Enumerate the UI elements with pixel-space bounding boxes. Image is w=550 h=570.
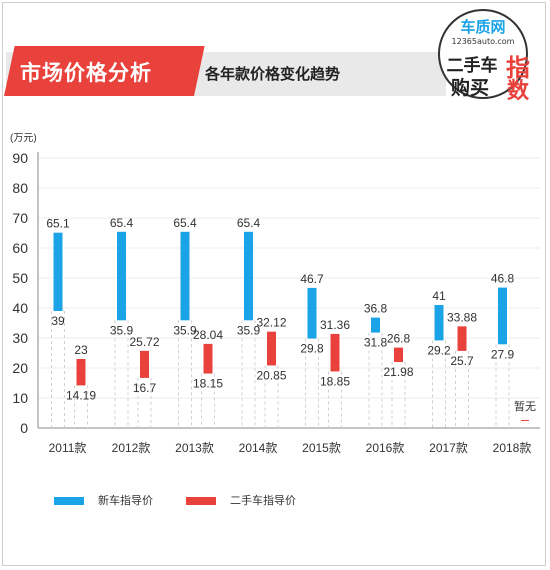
new-low-label: 27.9 [491, 347, 515, 361]
new-price-bar [434, 305, 444, 341]
logo-mark2: 数 [507, 78, 530, 104]
y-tick-label: 0 [20, 420, 28, 436]
logo-line2: 购买 [451, 76, 489, 99]
new-high-label: 36.8 [364, 302, 388, 316]
new-low-label: 31.8 [364, 336, 388, 350]
new-low-label: 35.9 [237, 323, 261, 337]
x-tick-label: 2011款 [49, 441, 87, 455]
new-low-label: 29.2 [427, 343, 451, 357]
new-high-label: 65.4 [110, 216, 134, 230]
legend-item-new: 新车指导价 [54, 492, 153, 508]
used-low-label: 25.7 [450, 354, 474, 368]
new-price-bar [53, 232, 63, 311]
y-tick-label: 50 [12, 270, 28, 286]
x-tick-label: 2018款 [493, 441, 532, 455]
logo-mark: 指 [506, 54, 530, 82]
no-data-annotation: 暂无 [514, 400, 536, 413]
y-tick-label: 20 [12, 360, 28, 376]
used-high-label: 31.36 [320, 318, 350, 332]
x-tick-label: 2013款 [175, 441, 214, 455]
used-low-label: 18.15 [193, 377, 223, 391]
used-low-label: 20.85 [256, 368, 286, 382]
new-high-label: 46.7 [300, 272, 324, 286]
y-tick-label: 60 [12, 240, 28, 256]
new-low-label: 35.9 [110, 323, 134, 337]
y-tick-label: 30 [12, 330, 28, 346]
used-price-bar [330, 333, 340, 372]
used-price-bar [457, 326, 467, 351]
logo-ring [438, 9, 528, 99]
new-low-label: 29.8 [300, 342, 324, 356]
new-low-label: 35.9 [173, 323, 197, 337]
new-price-bar [307, 287, 317, 339]
y-tick-label: 80 [12, 180, 28, 196]
used-high-label: 25.72 [129, 335, 159, 349]
used-high-label: 23 [74, 343, 88, 357]
y-tick-label: 10 [12, 390, 28, 406]
used-price-bar [267, 331, 276, 366]
page-subtitle: 各年款价格变化趋势 [205, 65, 341, 83]
new-high-label: 65.1 [46, 217, 70, 231]
x-tick-label: 2012款 [112, 441, 151, 455]
new-price-bar [117, 231, 126, 321]
legend-swatch-used [186, 497, 216, 505]
new-price-bar [244, 231, 253, 321]
page-title: 市场价格分析 [20, 61, 152, 85]
y-tick-label: 40 [12, 300, 28, 316]
logo-line1: 二手车 [447, 55, 498, 76]
new-price-bar [180, 231, 190, 321]
used-low-label: 16.7 [133, 381, 157, 395]
used-high-label: 33.88 [447, 310, 477, 324]
new-low-label: 39 [51, 314, 65, 328]
used-price-bar [394, 347, 403, 363]
new-high-label: 65.4 [173, 216, 197, 230]
used-price-bar [140, 350, 149, 378]
logo-brand: 车质网 [460, 18, 505, 36]
y-unit-label: (万元) [10, 133, 37, 144]
legend-item-used: 二手车指导价 [186, 492, 296, 508]
legend-label-new: 新车指导价 [98, 494, 153, 507]
used-low-label: 18.85 [320, 374, 350, 388]
used-high-label: 32.12 [256, 316, 286, 330]
used-low-label: 14.19 [66, 388, 96, 402]
new-high-label: 65.4 [237, 216, 261, 230]
used-price-bar [203, 343, 213, 374]
x-tick-label: 2017款 [429, 441, 468, 455]
used-high-label: 28.04 [193, 328, 223, 342]
new-high-label: 41 [432, 289, 446, 303]
chart-frame [2, 2, 546, 566]
logo-url: 12365auto.com [452, 37, 515, 46]
new-price-bar [371, 317, 380, 333]
new-price-bar [498, 287, 507, 345]
new-high-label: 46.8 [491, 272, 515, 286]
x-tick-label: 2014款 [239, 441, 278, 455]
legend-swatch-new [54, 497, 84, 505]
x-tick-label: 2015款 [302, 441, 341, 455]
used-price-bar [76, 359, 86, 386]
x-tick-label: 2016款 [366, 441, 405, 455]
legend-label-used: 二手车指导价 [230, 494, 296, 507]
y-tick-label: 90 [12, 150, 28, 166]
y-tick-label: 70 [12, 210, 28, 226]
used-low-label: 21.98 [383, 365, 413, 379]
used-high-label: 26.8 [387, 332, 411, 346]
brand-logo: 车质网 12365auto.com 二手车 购买 指 数 [438, 9, 530, 104]
